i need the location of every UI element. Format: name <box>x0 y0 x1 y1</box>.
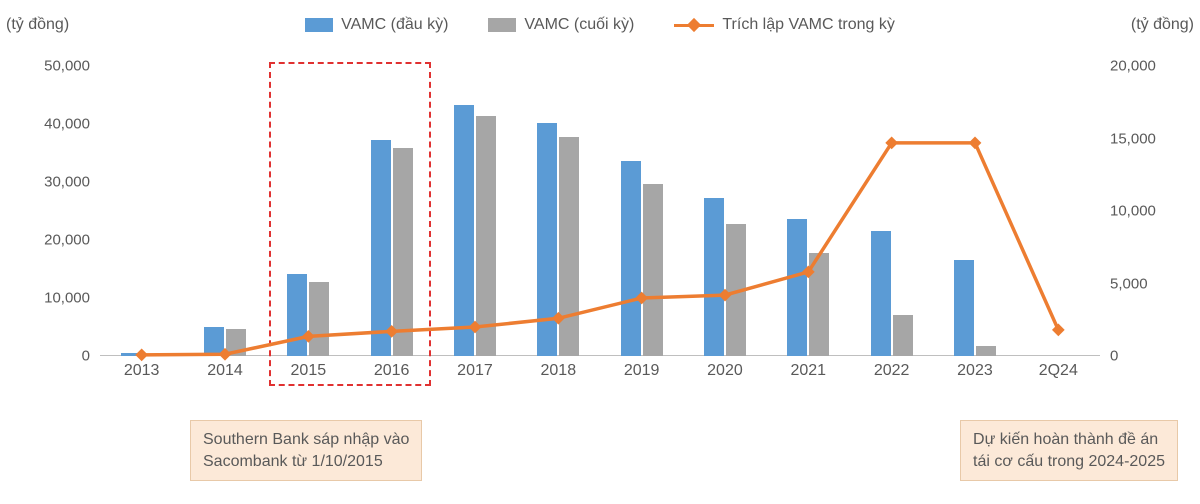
y-tick-right: 10,000 <box>1110 203 1190 220</box>
y-tick-right: 15,000 <box>1110 130 1190 147</box>
diamond-marker-icon <box>719 289 732 302</box>
annotation-left: Southern Bank sáp nhập vàoSacombank từ 1… <box>190 420 422 481</box>
y-tick-left: 30,000 <box>10 174 90 191</box>
line-series <box>100 66 1100 356</box>
diamond-marker-icon <box>635 292 648 305</box>
x-tick-label: 2023 <box>933 362 1016 380</box>
diamond-marker-icon <box>219 348 232 361</box>
x-tick-label: 2021 <box>767 362 850 380</box>
y-tick-left: 10,000 <box>10 290 90 307</box>
chart-plot: 010,00020,00030,00040,00050,00005,00010,… <box>100 66 1100 356</box>
legend-label: VAMC (đầu kỳ) <box>341 16 448 34</box>
y-tick-right: 5,000 <box>1110 275 1190 292</box>
legend-item-series1: VAMC (đầu kỳ) <box>305 16 448 34</box>
y-tick-left: 0 <box>10 348 90 365</box>
x-tick-label: 2019 <box>600 362 683 380</box>
legend-item-series3: Trích lập VAMC trong kỳ <box>674 16 895 34</box>
diamond-marker-icon <box>1052 324 1065 337</box>
x-tick-label: 2Q24 <box>1017 362 1100 380</box>
legend-label: Trích lập VAMC trong kỳ <box>722 16 895 34</box>
diamond-marker-icon <box>969 136 982 149</box>
x-tick-label: 2020 <box>683 362 766 380</box>
diamond-marker-icon <box>552 312 565 325</box>
diamond-marker-icon <box>135 348 148 361</box>
y-tick-right: 0 <box>1110 348 1190 365</box>
y-tick-left: 40,000 <box>10 116 90 133</box>
y-tick-right: 20,000 <box>1110 58 1190 75</box>
x-tick-label: 2015 <box>267 362 350 380</box>
x-tick-label: 2013 <box>100 362 183 380</box>
diamond-marker-icon <box>302 330 315 343</box>
x-tick-label: 2016 <box>350 362 433 380</box>
x-tick-label: 2018 <box>517 362 600 380</box>
line-marker-icon <box>674 24 714 27</box>
legend-item-series2: VAMC (cuối kỳ) <box>488 16 634 34</box>
diamond-marker-icon <box>385 325 398 338</box>
x-tick-label: 2017 <box>433 362 516 380</box>
square-icon <box>305 18 333 32</box>
legend: VAMC (đầu kỳ) VAMC (cuối kỳ) Trích lập V… <box>0 0 1200 34</box>
legend-label: VAMC (cuối kỳ) <box>524 16 634 34</box>
diamond-marker-icon <box>469 321 482 334</box>
y-tick-left: 50,000 <box>10 58 90 75</box>
y-axis-label-right: (tỷ đồng) <box>1131 16 1194 34</box>
y-tick-left: 20,000 <box>10 232 90 249</box>
annotation-right: Dự kiến hoàn thành đề ántái cơ cấu trong… <box>960 420 1178 481</box>
y-axis-label-left: (tỷ đồng) <box>6 16 69 34</box>
square-icon <box>488 18 516 32</box>
x-tick-label: 2014 <box>183 362 266 380</box>
x-axis-labels: 2013201420152016201720182019202020212022… <box>100 362 1100 380</box>
x-tick-label: 2022 <box>850 362 933 380</box>
